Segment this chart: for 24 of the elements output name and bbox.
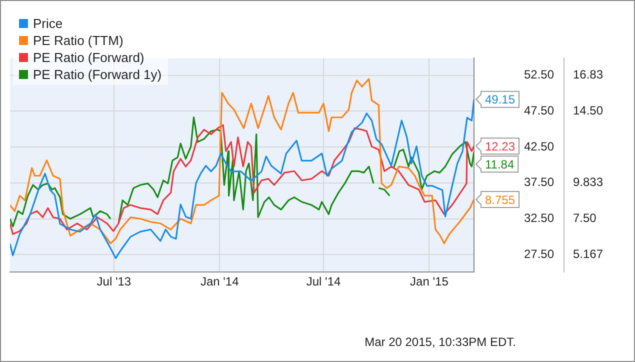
x-tick-label: Jan '14 xyxy=(200,274,240,288)
data-label: 11.84 xyxy=(485,157,514,172)
y2-tick-label: 14.50 xyxy=(573,104,604,118)
y-tick-label: 27.50 xyxy=(524,246,554,261)
data-label: 12.23 xyxy=(485,139,516,154)
x-tick-label: Jan '15 xyxy=(410,274,449,288)
x-tick-label: Jul '14 xyxy=(306,274,342,288)
y-tick-label: 42.50 xyxy=(524,139,554,154)
data-label: 8.755 xyxy=(485,192,516,207)
data-label: 49.15 xyxy=(485,92,516,107)
text: Mar 20 2015, 10:33PM EDT. xyxy=(364,335,516,349)
legend-label: Price xyxy=(33,16,63,31)
x-tick-label: Jul '13 xyxy=(96,274,132,288)
y-tick-label: 37.50 xyxy=(524,175,554,190)
y2-tick-label: 9.833 xyxy=(573,175,604,190)
y-tick-label: 32.50 xyxy=(524,211,554,226)
legend-label: PE Ratio (TTM) xyxy=(33,33,124,48)
y2-tick-label: 7.50 xyxy=(573,211,597,226)
legend-label: PE Ratio (Forward) xyxy=(33,50,144,65)
y2-tick-label: 5.167 xyxy=(573,246,604,261)
y2-tick-label: 16.83 xyxy=(573,68,604,82)
legend-label: PE Ratio (Forward 1y) xyxy=(33,67,162,82)
y-tick-label: 52.50 xyxy=(524,68,554,82)
y-tick-label: 47.50 xyxy=(524,104,554,118)
